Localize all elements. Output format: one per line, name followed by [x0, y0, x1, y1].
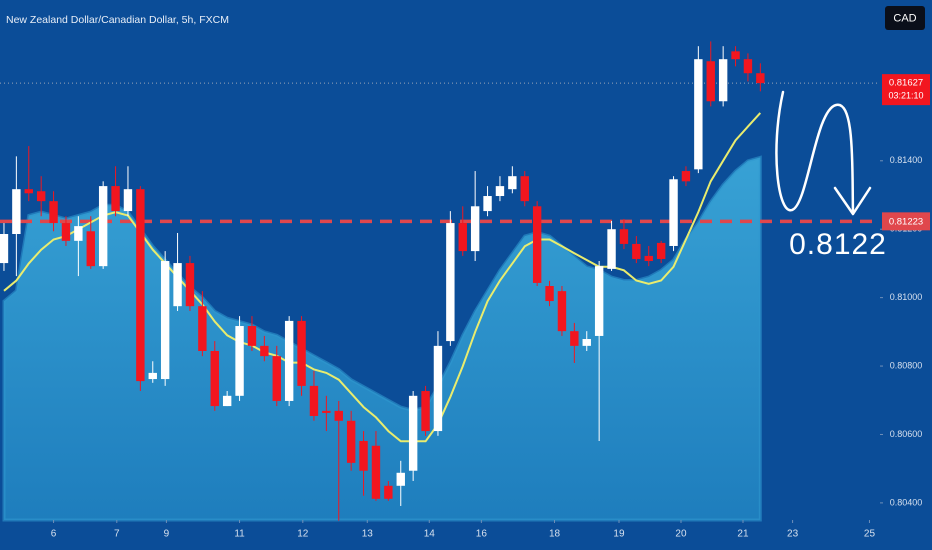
- x-tick-label: 19: [613, 529, 625, 540]
- candle-body: [433, 345, 443, 432]
- candle-body: [222, 395, 232, 407]
- x-tick-label: 7: [114, 529, 120, 540]
- candle-body: [198, 306, 207, 351]
- candle-body: [607, 229, 616, 269]
- candle-body: [49, 201, 58, 224]
- indicator-line: [3, 112, 762, 443]
- chart-title: New Zealand Dollar/Canadian Dollar, 5h, …: [6, 14, 229, 26]
- x-tick-label: 21: [737, 529, 749, 540]
- candle-body: [669, 179, 678, 246]
- y-tick-label: 0.80400: [890, 497, 923, 507]
- candle-body: [582, 339, 591, 346]
- annotation-arrowhead: [833, 186, 872, 216]
- x-tick-label: 12: [297, 529, 309, 540]
- candle-body: [545, 286, 554, 302]
- x-tick-label: 11: [234, 529, 245, 540]
- candle-body: [421, 391, 430, 432]
- candle-body: [718, 59, 728, 102]
- level-label-box: [882, 212, 930, 231]
- annotation-arrow: [775, 90, 855, 214]
- candle-body: [148, 372, 157, 380]
- candle-body: [632, 243, 641, 259]
- candle-body: [136, 189, 145, 382]
- candle-body: [98, 186, 108, 267]
- candle-body: [74, 226, 83, 241]
- candle-body: [86, 231, 95, 267]
- candle-body: [210, 351, 219, 407]
- candle-body: [508, 176, 517, 190]
- candle-body: [731, 51, 740, 60]
- price-label-box: [882, 74, 930, 106]
- candle-body: [594, 266, 604, 336]
- candle-body: [756, 73, 765, 84]
- candle-body: [111, 186, 120, 212]
- x-tick-label: 14: [424, 529, 436, 540]
- axes: 0.804000.806000.808000.810000.812000.814…: [51, 74, 930, 540]
- candle-body: [619, 229, 629, 244]
- candle-body: [185, 263, 195, 307]
- candle-body: [346, 420, 356, 463]
- x-tick-label: 23: [787, 529, 799, 540]
- candle-body: [694, 59, 703, 170]
- candle-body: [384, 485, 393, 499]
- candle-body: [495, 186, 505, 197]
- candle-body: [396, 472, 405, 486]
- candle-body: [743, 59, 753, 74]
- candle-body: [173, 263, 182, 307]
- currency-button[interactable]: [885, 6, 925, 30]
- candle-body: [36, 191, 46, 202]
- candle-body: [483, 196, 492, 212]
- candle-body: [235, 326, 244, 396]
- candle-body: [160, 261, 170, 380]
- candle-body: [334, 410, 343, 421]
- annotation-text: 0.8122: [789, 228, 887, 261]
- price-label: 0.81627: [889, 78, 923, 89]
- x-tick-label: 13: [362, 529, 374, 540]
- candle-body: [297, 320, 306, 386]
- candle-body: [0, 234, 9, 264]
- candle-body: [644, 255, 653, 262]
- plot-area: [0, 41, 880, 522]
- candle-body: [557, 291, 567, 332]
- candle-body: [61, 223, 71, 241]
- candle-body: [706, 61, 715, 102]
- candle-body: [322, 410, 331, 413]
- candle-body: [570, 331, 579, 346]
- y-tick-label: 0.81400: [890, 155, 923, 165]
- x-tick-label: 18: [549, 529, 561, 540]
- x-tick-label: 6: [51, 529, 57, 540]
- level-label: 0.81223: [889, 216, 923, 227]
- candle-body: [260, 345, 269, 357]
- price-countdown: 03:21:10: [888, 91, 923, 101]
- candle-body: [408, 395, 418, 471]
- candle-body: [656, 242, 666, 259]
- candle-body: [371, 445, 381, 499]
- candle-body: [458, 223, 467, 252]
- y-tick-label: 0.80600: [890, 429, 923, 439]
- candle-body: [123, 189, 133, 212]
- x-tick-label: 20: [675, 529, 687, 540]
- candle-body: [247, 326, 257, 346]
- candle-body: [12, 189, 21, 234]
- candle-body: [359, 440, 368, 471]
- x-tick-label: 25: [864, 529, 876, 540]
- x-tick-label: 16: [476, 529, 488, 540]
- candle-body: [681, 171, 691, 182]
- candle-body: [24, 189, 33, 194]
- candle-body: [309, 385, 319, 416]
- x-tick-label: 9: [164, 529, 170, 540]
- candle-body: [470, 206, 480, 252]
- candle-body: [520, 176, 529, 202]
- y-tick-label: 0.80800: [890, 360, 923, 370]
- candle-body: [532, 206, 542, 283]
- candle-body: [446, 223, 455, 342]
- currency-label[interactable]: CAD: [893, 12, 916, 24]
- candle-body: [272, 356, 281, 401]
- y-tick-label: 0.81000: [890, 292, 923, 302]
- candle-body: [284, 320, 294, 401]
